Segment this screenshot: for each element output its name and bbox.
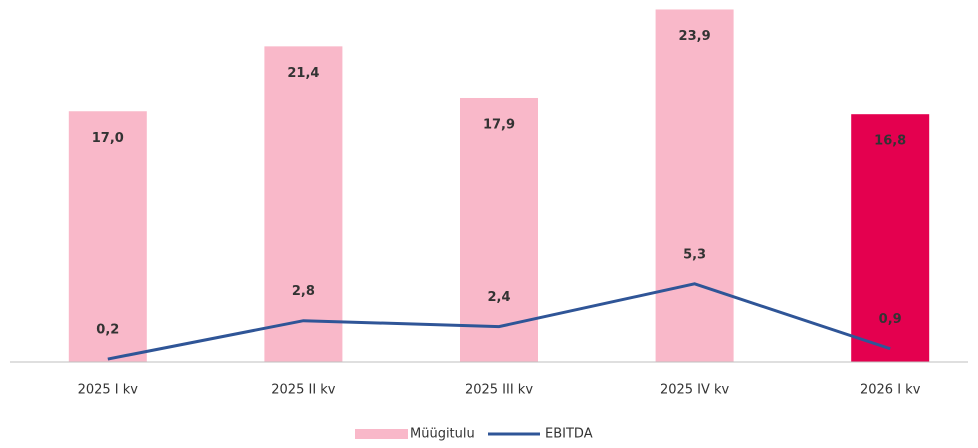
- value-label: 23,9: [679, 29, 711, 44]
- x-tick-label: 2026 I kv: [860, 383, 921, 398]
- legend-label: Müügitulu: [410, 427, 475, 442]
- bar: [655, 9, 734, 362]
- value-label: 17,0: [92, 131, 124, 146]
- x-tick-label: 2025 II kv: [271, 383, 336, 398]
- legend-swatch: [355, 429, 408, 439]
- bar: [68, 111, 147, 362]
- bar: [264, 46, 343, 362]
- line: [107, 282, 891, 361]
- value-label: 0,2: [96, 323, 119, 338]
- x-tick-label: 2025 IV kv: [660, 383, 730, 398]
- value-label: 16,8: [874, 134, 906, 149]
- value-label: 5,3: [683, 247, 706, 262]
- value-label: 0,9: [879, 312, 902, 327]
- legend-label: EBITDA: [545, 427, 593, 442]
- value-label: 17,9: [483, 117, 515, 132]
- x-tick-label: 2025 III kv: [465, 383, 533, 398]
- value-label: 2,8: [292, 284, 315, 299]
- value-label: 2,4: [487, 290, 510, 305]
- x-tick-label: 2025 I kv: [78, 383, 139, 398]
- value-label: 21,4: [287, 66, 319, 81]
- bar: [851, 114, 930, 362]
- bar: [460, 97, 538, 362]
